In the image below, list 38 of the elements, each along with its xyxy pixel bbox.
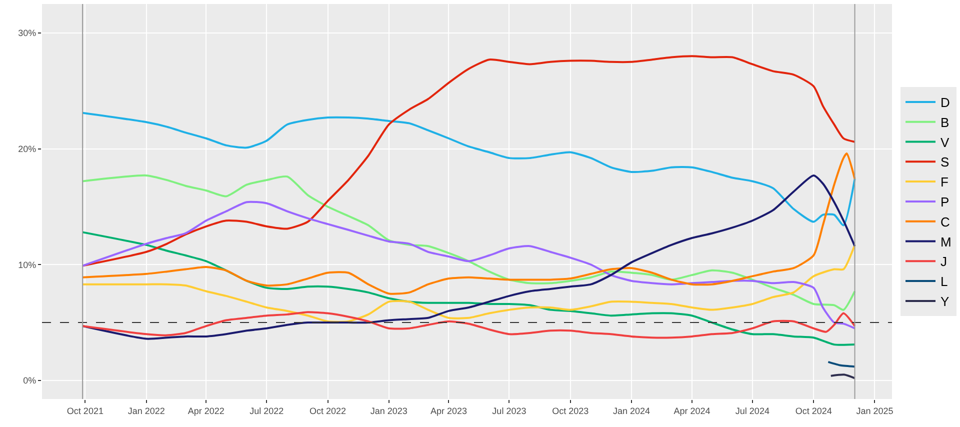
x-tick-label: Oct 2021 <box>66 406 104 416</box>
x-tick-label: Oct 2022 <box>310 406 346 416</box>
line-series <box>82 174 856 311</box>
legend-label: P <box>940 194 950 210</box>
x-tick-label: Jan 2022 <box>128 406 165 416</box>
legend-label: F <box>940 174 948 190</box>
y-tick-label: 10% <box>18 260 36 270</box>
line-series <box>82 244 856 323</box>
line-series <box>82 200 856 330</box>
legend-label: S <box>940 154 950 170</box>
y-tick-label: 30% <box>18 28 36 38</box>
line-series <box>82 152 856 295</box>
legend-label: V <box>940 134 950 150</box>
x-tick-label: Jan 2024 <box>612 406 650 416</box>
legend-label: J <box>940 254 947 270</box>
legend-label: Y <box>940 294 950 310</box>
line-series <box>82 112 856 226</box>
x-tick-label: Jan 2025 <box>856 406 894 416</box>
x-tick-label: Jan 2023 <box>370 406 408 416</box>
x-tick-label: Apr 2022 <box>188 406 224 416</box>
x-tick-label: Jul 2023 <box>492 406 526 416</box>
x-tick-label: Oct 2023 <box>552 406 589 416</box>
line-series <box>82 174 856 340</box>
legend-label: D <box>940 95 950 110</box>
x-tick-label: Apr 2023 <box>430 406 467 416</box>
x-tick-label: Jul 2024 <box>735 406 770 416</box>
legend-label: L <box>940 274 948 290</box>
x-tick-label: Jul 2022 <box>250 406 284 416</box>
legend-label: C <box>940 214 950 230</box>
y-tick-label: 20% <box>18 144 36 154</box>
legend-label: M <box>940 234 952 250</box>
x-tick-label: Apr 2024 <box>674 406 710 416</box>
x-tick-label: Oct 2024 <box>795 406 832 416</box>
line-series <box>82 231 856 346</box>
line-series <box>82 55 856 267</box>
y-tick-label: 0% <box>23 376 36 386</box>
line-series <box>82 311 856 339</box>
legend-label: B <box>940 114 950 130</box>
